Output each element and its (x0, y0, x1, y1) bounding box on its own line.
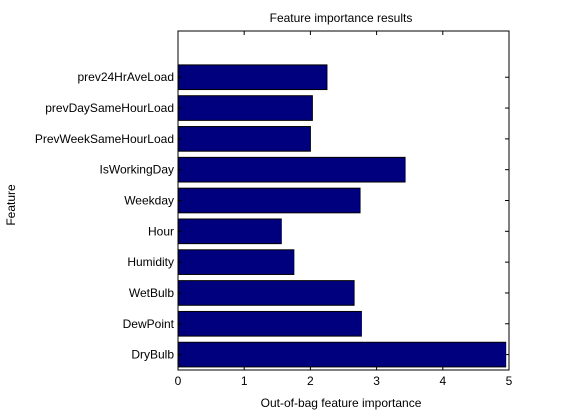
y-tick-label-PrevWeekSameHourLoad: PrevWeekSameHourLoad (35, 132, 174, 146)
y-axis-label: Feature (4, 184, 18, 226)
y-tick-label-DewPoint: DewPoint (123, 317, 175, 331)
x-tick-label-4: 4 (439, 374, 446, 388)
y-tick-label-Hour: Hour (148, 224, 174, 238)
y-tick-label-prevDaySameHourLoad: prevDaySameHourLoad (45, 101, 174, 115)
y-tick-label-WetBulb: WetBulb (129, 286, 174, 300)
y-tick-label-IsWorkingDay: IsWorkingDay (100, 163, 174, 177)
x-tick-label-5: 5 (506, 374, 513, 388)
bar-IsWorkingDay (177, 156, 406, 183)
bar-prev24HrAveLoad (177, 64, 328, 91)
bar-DewPoint (177, 310, 362, 337)
y-tick-label-prev24HrAveLoad: prev24HrAveLoad (77, 70, 174, 84)
y-tick-label-Humidity: Humidity (127, 255, 174, 269)
bar-DryBulb (177, 341, 507, 368)
bar-Hour (177, 218, 282, 245)
x-axis-label: Out-of-bag feature importance (261, 396, 422, 410)
y-tick-label-DryBulb: DryBulb (131, 348, 174, 362)
y-tick-label-Weekday: Weekday (124, 194, 174, 208)
bar-PrevWeekSameHourLoad (177, 126, 311, 152)
bar-prevDaySameHourLoad (177, 95, 313, 121)
bar-Humidity (177, 249, 295, 275)
bars-group (177, 64, 507, 368)
x-tick-label-2: 2 (307, 374, 314, 388)
chart-title: Feature importance results (270, 11, 413, 25)
ticks-group: DryBulb DewPoint WetBulb Humidity Hour Weekda… (35, 31, 513, 388)
x-tick-label-3: 3 (373, 374, 380, 388)
bar-Weekday (177, 187, 361, 214)
x-tick-label-1: 1 (241, 374, 248, 388)
bar-WetBulb (177, 280, 355, 306)
x-tick-label-0: 0 (175, 374, 182, 388)
